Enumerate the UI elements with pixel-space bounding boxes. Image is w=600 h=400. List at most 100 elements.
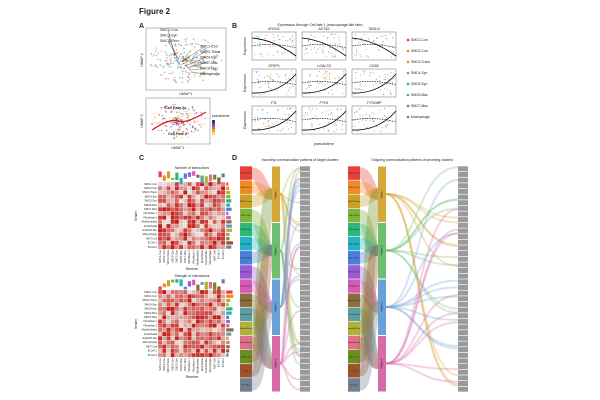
flow [250,280,274,313]
legend-title: pseudotime [212,114,230,118]
cell-dot [175,123,178,126]
cell-dot [270,73,272,75]
cell-dot [354,87,356,90]
heatmap-cell [157,336,163,341]
cell-dot [194,53,197,56]
flow [385,286,459,308]
heatmap-cell [216,207,222,212]
pattern-label: Pattern 2 [381,245,384,255]
heatmap-cell [187,215,192,220]
ligand-box [458,239,468,245]
cell-dot [155,50,157,52]
cell-dot [267,112,269,114]
row-label: EndoMT-like [143,228,158,232]
cell-dot [181,57,184,60]
heatmap-cell [157,223,163,229]
cell-dot [262,109,264,111]
cell-dot [206,61,209,64]
heatmap-cell [187,186,192,191]
ligand-box [300,347,310,353]
cell-dot [315,81,317,83]
cell-dot [256,70,259,73]
row-label: Endothelial [144,332,157,336]
cell-dot [287,114,289,116]
cell-dot [178,115,181,117]
heatmap-cell [187,315,192,320]
cell-dot [333,124,335,126]
flow [279,249,301,358]
bar [226,228,233,232]
flow [385,179,459,308]
ligand-box [300,262,310,268]
cell-dot [341,128,343,131]
flow [279,242,301,308]
cell-dot [179,136,182,139]
cell-dot [174,118,176,121]
heatmap-cell [199,186,205,191]
bar [226,336,229,340]
legend-swatch [406,38,410,42]
heatmap-cell [170,323,175,328]
flow [279,193,301,345]
heatmap-cell [191,344,196,349]
cell-dot [192,131,195,133]
heatmap-cell [216,198,222,204]
row-label: SMC4-Syn [144,194,157,198]
heatmap-cell [208,340,213,345]
heatmap-cell [220,202,226,208]
cell-dot [340,108,342,110]
heatmap-cell [195,310,201,316]
heatmap-cell [187,352,192,358]
cell-dot [292,78,295,80]
cell-dot [161,114,163,117]
flow [385,193,459,246]
cell-dot [381,127,383,129]
heatmap-cell [157,289,163,295]
heatmap-cell [208,294,213,299]
cell-dot [264,37,266,39]
cell-dot [355,110,358,112]
cell-dot [333,37,335,39]
row-label: SMC1-Con [144,290,157,294]
cell-dot [257,128,259,130]
flow [251,188,273,207]
heatmap-cell [220,198,226,204]
color-bar [212,123,215,126]
cell-dot [174,44,177,46]
heatmap-cell [204,298,209,303]
label-leader [167,40,180,61]
cell-dot [184,123,187,126]
cell-dot [211,44,213,47]
ligand-box [458,245,468,251]
cell-dot [290,79,292,81]
cell-dot [180,116,182,118]
cell-dot [288,77,290,79]
cell-dot [327,122,329,124]
heatmap-cell [162,336,167,341]
cell-dot [184,107,187,110]
cluster-box [240,279,252,293]
cell-dot [189,43,192,45]
heatmap-cell [166,207,171,212]
heatmap-cell [187,327,192,333]
cell-dot [192,126,194,128]
cluster-label: SMC7-Mac [200,61,218,65]
cell-dot [202,79,205,82]
legend-label: SMC4-Syn [411,71,428,75]
heatmap-cell [183,240,188,246]
heatmap-cell [162,348,167,354]
heatmap-cell [178,331,184,337]
col-label: SMC1-Con [158,358,162,371]
heatmap-cell [174,340,180,345]
cell-dot [383,108,386,110]
heatmap-cell [174,352,180,358]
heatmap-cell [191,348,196,354]
row-label: B Cell 1 [148,349,158,353]
legend-label: SMC1-Con [411,38,428,42]
cell-dot [373,84,375,86]
cell-dot [213,68,216,71]
cell-dot [338,76,340,79]
heatmap-cell [216,323,222,328]
cell-dot [167,77,170,80]
heatmap-cell [220,331,226,337]
